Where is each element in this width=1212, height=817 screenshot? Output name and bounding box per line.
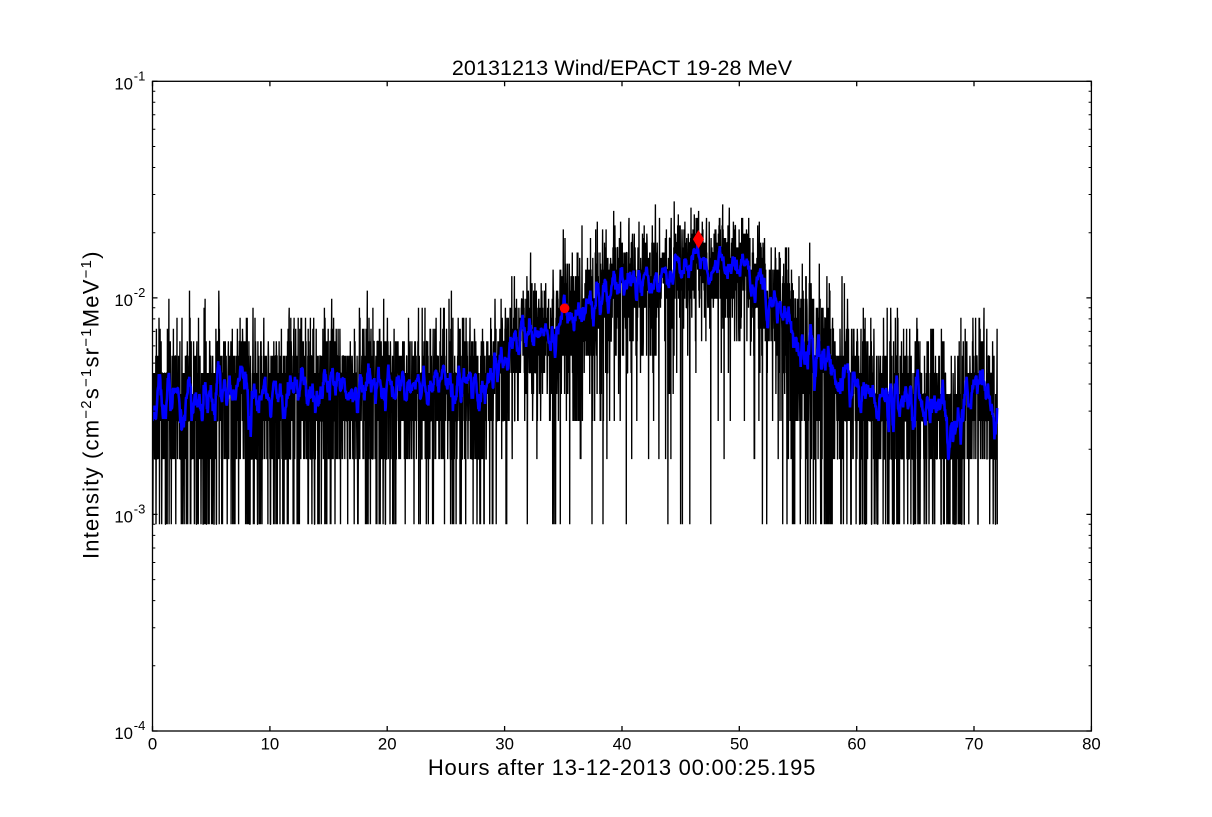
svg-text:Intensity (cm−2s−1sr−1MeV−1): Intensity (cm−2s−1sr−1MeV−1)	[78, 250, 104, 559]
svg-text:Hours after 13-12-2013 00:00:2: Hours after 13-12-2013 00:00:25.195	[428, 755, 816, 780]
svg-text:-4: -4	[134, 718, 146, 733]
svg-text:30: 30	[495, 735, 514, 754]
svg-text:80: 80	[1082, 735, 1101, 754]
svg-text:20131213 Wind/EPACT 19-28 MeV: 20131213 Wind/EPACT 19-28 MeV	[452, 56, 793, 80]
svg-text:70: 70	[965, 735, 984, 754]
svg-text:10: 10	[114, 724, 133, 743]
svg-text:-1: -1	[134, 69, 146, 84]
svg-text:50: 50	[730, 735, 749, 754]
svg-text:40: 40	[613, 735, 632, 754]
svg-text:0: 0	[148, 735, 157, 754]
svg-text:20: 20	[378, 735, 397, 754]
svg-text:10: 10	[114, 291, 133, 310]
svg-text:10: 10	[114, 507, 133, 526]
svg-text:10: 10	[114, 74, 133, 93]
svg-text:10: 10	[261, 735, 280, 754]
svg-text:60: 60	[847, 735, 866, 754]
svg-text:-2: -2	[134, 285, 146, 300]
svg-text:-3: -3	[134, 502, 146, 517]
